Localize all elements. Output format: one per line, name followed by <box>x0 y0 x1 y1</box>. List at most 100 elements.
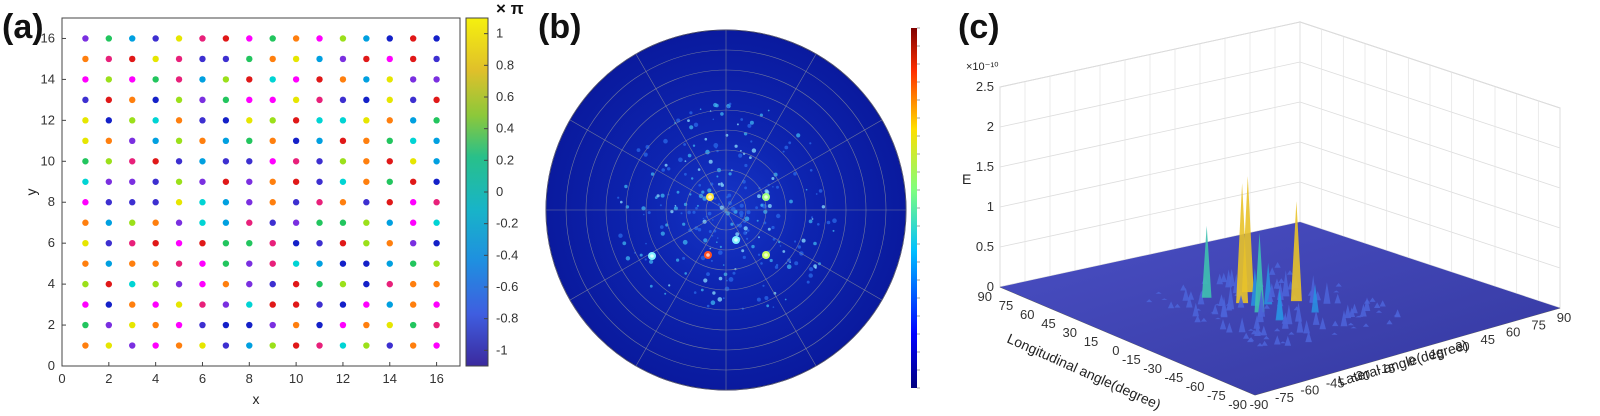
array-element-point <box>386 55 393 63</box>
colorbar-tick-label: -0.8 <box>496 311 518 326</box>
array-element-point <box>199 321 206 329</box>
surface-peak <box>1334 293 1341 304</box>
speckle-dot <box>680 212 683 215</box>
array-element-point <box>129 219 136 226</box>
surface-peak <box>1332 320 1339 327</box>
y-tick-label-c: -90 <box>1228 397 1247 412</box>
hotspot-core <box>650 254 654 258</box>
speckle-dot <box>702 217 705 220</box>
speckle-dot <box>782 150 785 153</box>
surface-peak <box>1263 335 1270 340</box>
y-tick-label-c: -30 <box>1143 361 1162 376</box>
speckle-dot <box>676 190 680 194</box>
speckle-dot <box>687 153 692 158</box>
polar-spoke <box>635 53 727 211</box>
speckle-dot <box>787 258 791 263</box>
speckle-dot <box>746 229 750 232</box>
speckle-dot <box>744 186 747 190</box>
speckle-dot <box>706 272 710 276</box>
surface-peak <box>1256 342 1264 347</box>
array-element-point <box>316 321 323 329</box>
array-element-point <box>129 178 136 185</box>
speckle-dot <box>726 279 728 282</box>
array-element-point <box>363 76 370 83</box>
array-element-point <box>433 76 440 83</box>
hotspot-core <box>764 195 768 199</box>
colorbar-ticks-a: 1 0.8 0.6 0.4 0.2 0 -0.2 -0.4 -0.6 -0.8 -1 <box>484 26 518 357</box>
speckle-dot <box>726 196 729 199</box>
speckle-dot <box>620 200 623 204</box>
surface-peak <box>1237 295 1245 308</box>
array-element-point <box>246 117 253 124</box>
array-element-point <box>433 260 440 267</box>
surface-peak <box>1276 290 1284 320</box>
speckle-dot <box>708 230 712 233</box>
array-element-point <box>269 55 276 63</box>
speckle-dot <box>762 284 765 287</box>
array-element-point <box>409 35 417 42</box>
x-tick-label-c: 45 <box>1481 332 1495 347</box>
array-element-point <box>433 219 440 226</box>
array-element-point <box>409 96 417 104</box>
surface-peak <box>1161 298 1168 300</box>
speckle-dot <box>716 168 722 173</box>
z-tick-label: 0.5 <box>976 239 994 254</box>
array-element-point <box>246 76 253 83</box>
array-element-point <box>152 55 159 63</box>
array-element-point <box>316 96 323 104</box>
speckle-dot <box>622 241 627 246</box>
speckle-dot <box>649 259 654 264</box>
array-element-point <box>246 301 253 308</box>
speckle-dot <box>744 216 750 222</box>
array-element-point <box>269 117 276 124</box>
surface-peak <box>1394 309 1401 318</box>
array-element-point <box>82 76 89 83</box>
speckle-dot <box>738 153 743 158</box>
surface-peak <box>1362 323 1369 327</box>
speckle-dot <box>670 210 674 214</box>
speckle-dot <box>767 204 772 208</box>
speckle-dot <box>772 186 774 188</box>
array-element-point <box>199 76 206 83</box>
surface-peak <box>1247 328 1254 331</box>
array-element-point <box>175 219 183 226</box>
speckle-dot <box>746 210 751 215</box>
array-element-point <box>316 280 323 288</box>
colorbar-tick-label: 0.2 <box>496 152 514 167</box>
surface-peak <box>1268 283 1276 298</box>
array-element-point <box>82 301 89 308</box>
array-element-point <box>433 342 440 349</box>
speckle-dot <box>782 250 786 253</box>
speckle-dot <box>740 149 742 152</box>
speckle-dot <box>784 298 787 301</box>
colorbar-tick-label: -0.2 <box>496 216 518 231</box>
surface-peak <box>1174 303 1181 308</box>
array-element-point <box>363 35 370 42</box>
array-element-point <box>105 260 113 267</box>
array-element-point <box>339 199 347 206</box>
y-tick-label: 14 <box>41 71 55 86</box>
array-element-point <box>363 342 370 349</box>
speckle-dot <box>724 286 730 292</box>
surface-peak <box>1331 332 1338 335</box>
speckle-dot <box>743 231 747 235</box>
z-tick-label: 2.5 <box>976 79 994 94</box>
speckle-dot <box>684 160 687 163</box>
speckle-dot <box>757 194 761 199</box>
surface-peak <box>1214 317 1221 320</box>
array-element-point <box>386 321 393 329</box>
speckle-dot <box>722 297 725 300</box>
array-element-point <box>175 35 183 42</box>
speckle-dot <box>732 271 736 275</box>
speckle-dot <box>744 163 748 168</box>
array-element-point <box>246 219 253 226</box>
surface-peak <box>1200 317 1207 322</box>
array-element-point <box>222 342 230 349</box>
speckle-dot <box>740 118 744 121</box>
speckle-dot <box>811 218 814 220</box>
surface-peak <box>1284 335 1292 346</box>
array-element-point <box>152 260 159 267</box>
array-element-point <box>433 178 440 185</box>
speckle-dot <box>735 232 740 237</box>
array-element-point <box>175 55 183 63</box>
